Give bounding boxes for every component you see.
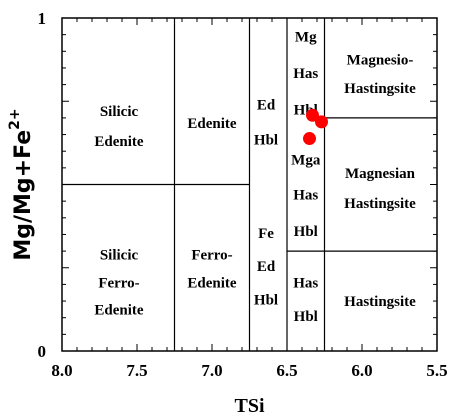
region-label: Hbl [254, 133, 278, 149]
region-label: Ferro- [98, 276, 139, 292]
region-label: Hbl [294, 224, 318, 240]
region-label: Silicic [100, 247, 139, 263]
field-labels: Silicic Edenite Edenite Ed Hbl Mg Has Hbl Magnes… [94, 29, 416, 325]
data-points [303, 108, 328, 146]
region-label: Hbl [254, 292, 278, 308]
x-tick-label: 5.5 [426, 361, 447, 380]
region-label: Magnesian [345, 166, 416, 182]
x-tick-label: 6.5 [276, 361, 297, 380]
data-point [303, 132, 316, 146]
region-label: Has [293, 187, 318, 203]
region-label: Edenite [187, 116, 237, 132]
region-label: Hastingsite [344, 294, 416, 310]
region-label: Hastingsite [344, 196, 416, 212]
region-label: Has [293, 276, 318, 292]
y-axis-label-superscript: 2+ [7, 108, 23, 129]
region-label: Silicic [100, 104, 139, 120]
data-point [315, 115, 328, 129]
x-axis-ticks: 8.0 7.5 7.0 6.5 6.0 5.5 [51, 18, 448, 380]
y-axis-label-main: Mg/Mg+Fe [11, 130, 36, 261]
y-tick-label: 1 [38, 9, 47, 28]
region-label: Fe [258, 226, 274, 242]
x-tick-label: 7.0 [201, 361, 222, 380]
region-label: Edenite [94, 302, 144, 318]
region-label: Ed [257, 98, 276, 114]
field-dividers [62, 18, 437, 351]
region-label: Ferro- [191, 247, 232, 263]
region-label: Ed [257, 259, 276, 275]
region-label: Edenite [94, 134, 144, 150]
region-label: Hbl [294, 309, 318, 325]
x-tick-label: 8.0 [51, 361, 72, 380]
x-axis-label: TSi [234, 395, 264, 417]
region-label: Mg [295, 29, 317, 45]
region-label: Has [293, 66, 318, 82]
region-label: Hastingsite [344, 81, 416, 97]
x-tick-label: 6.0 [351, 361, 372, 380]
y-tick-label: 0 [38, 342, 47, 361]
y-axis-label: Mg/Mg+Fe2+ [7, 108, 36, 260]
x-tick-label: 7.5 [126, 361, 147, 380]
y-axis-ticks: 01 [38, 9, 437, 361]
data-point [306, 108, 319, 122]
region-label: Magnesio- [347, 53, 414, 69]
region-label: Edenite [187, 276, 237, 292]
region-label: Mga [291, 153, 321, 169]
